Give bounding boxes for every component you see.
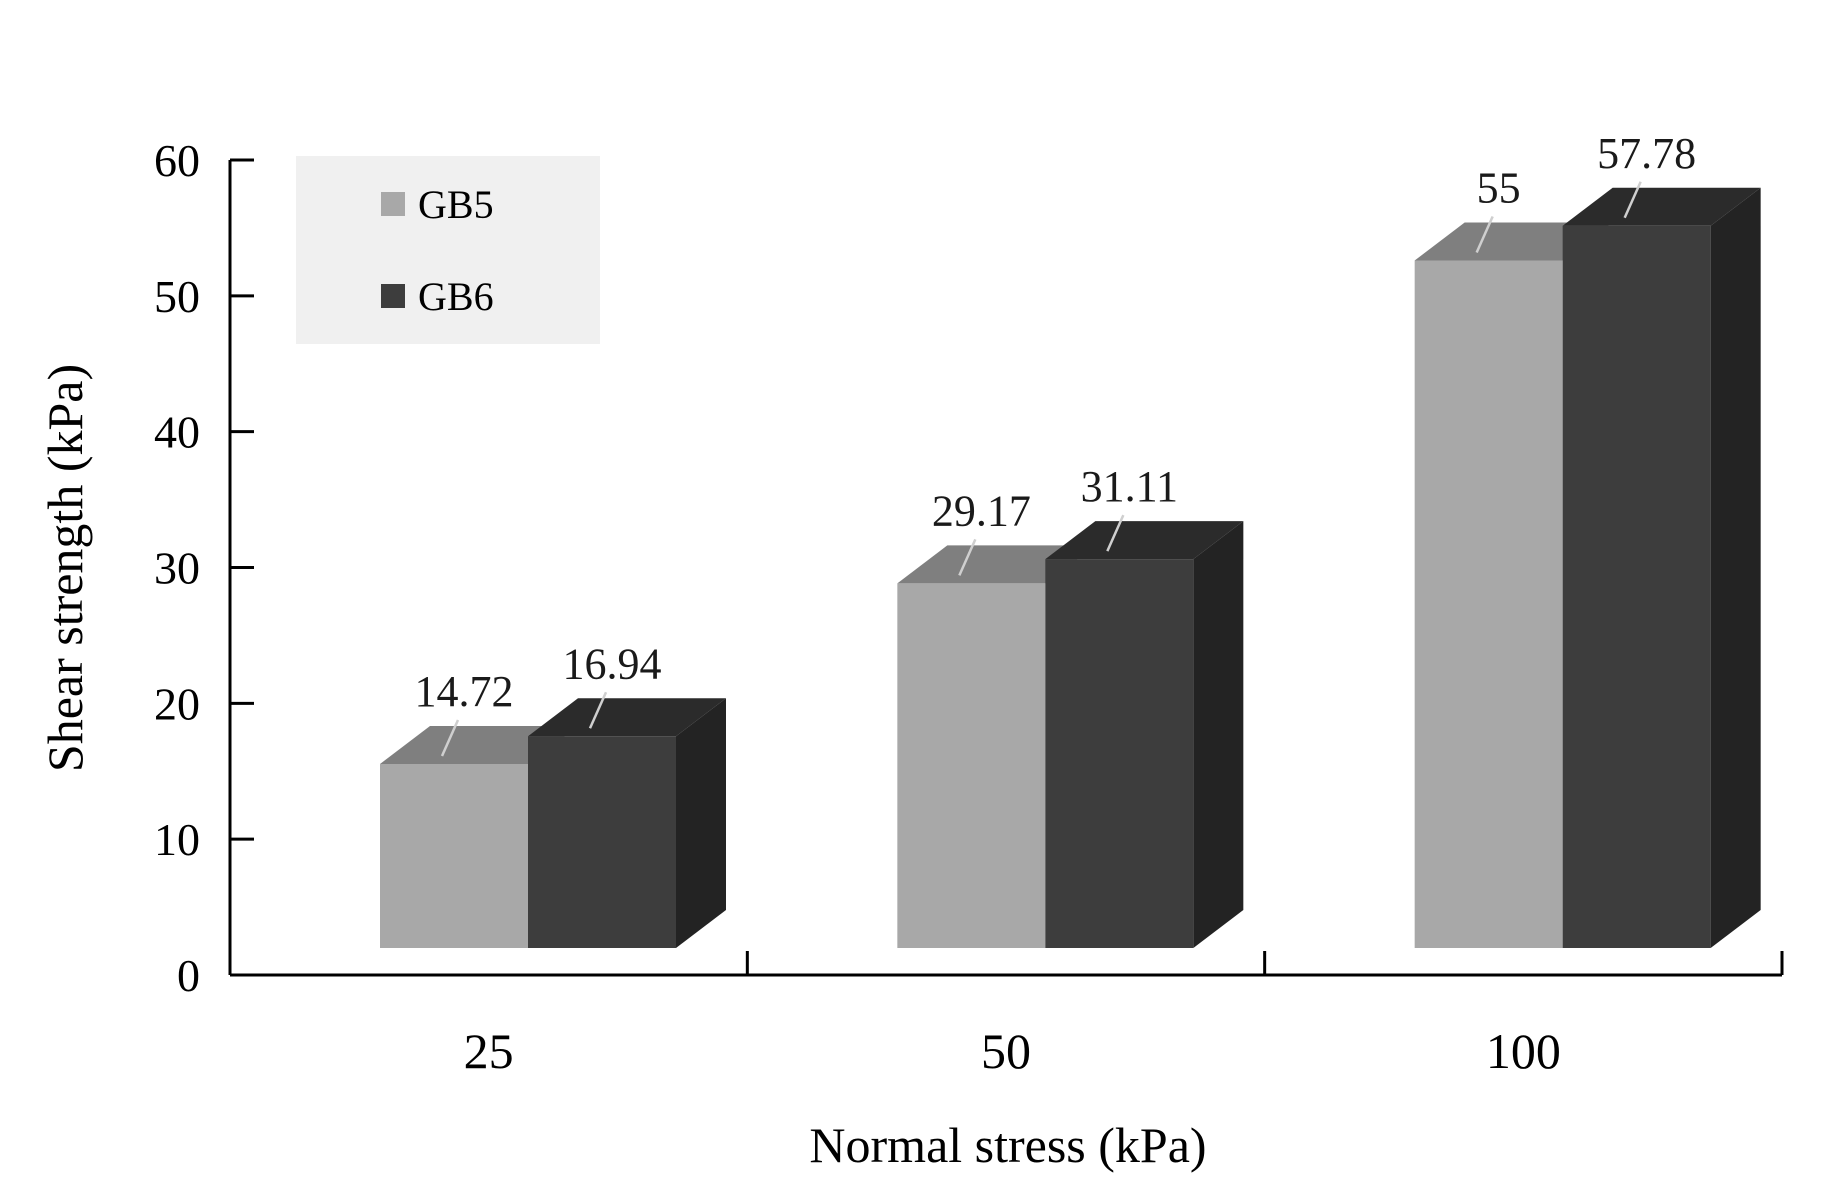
leader-line-gb6-25: [588, 691, 608, 729]
data-label-gb5-50: 29.17: [932, 486, 1031, 535]
leader-line-gb6-100: [1623, 181, 1642, 219]
bar-side-gb6-25: [676, 698, 726, 948]
leader-line-gb6-50: [1106, 514, 1125, 552]
data-label-gb6-100: 57.78: [1597, 129, 1696, 178]
leader-line-gb5-25: [440, 719, 460, 757]
legend-label-gb5: GB5: [418, 182, 494, 227]
legend-label-gb6: GB6: [418, 274, 494, 319]
bar-top-gb6-50: [1045, 521, 1244, 560]
y-ticks: 0 10 20 30 40 50 60: [154, 135, 254, 1001]
bar-gb6-50: [1045, 559, 1194, 948]
bar-gb6-100: [1562, 225, 1711, 948]
leader-line-gb5-50: [958, 538, 977, 576]
data-label-gb5-100: 55: [1477, 164, 1521, 213]
y-tick-label-30: 30: [154, 543, 200, 594]
data-label-gb5-25: 14.72: [415, 667, 514, 716]
legend-swatch-gb5: [381, 192, 405, 216]
axes: 0 10 20 30 40 50 60 25 50 100: [154, 135, 1784, 1079]
x-tick-label-25: 25: [464, 1023, 514, 1079]
bar-side-gb6-50: [1193, 521, 1244, 948]
legend-swatch-gb6: [381, 284, 405, 308]
y-tick-label-0: 0: [177, 950, 200, 1001]
legend-background: [296, 156, 600, 344]
bar-group: [380, 187, 1761, 948]
y-tick-label-10: 10: [154, 814, 200, 865]
bar-gb5-50: [897, 583, 1046, 948]
bar-top-gb6-100: [1562, 187, 1761, 226]
x-tick-label-50: 50: [981, 1023, 1031, 1079]
bar-gb5-100: [1414, 260, 1563, 948]
y-tick-label-40: 40: [154, 407, 200, 458]
data-label-gb6-50: 31.11: [1081, 462, 1178, 511]
bar-gb6-25: [528, 736, 676, 948]
legend: GB5 GB6: [296, 156, 600, 344]
x-tick-label-100: 100: [1486, 1023, 1561, 1079]
data-label-gb6-25: 16.94: [563, 639, 662, 688]
y-tick-label-20: 20: [154, 678, 200, 729]
data-label-group: 14.72 16.94 29.17 31.11 55 57.78: [415, 129, 1696, 757]
bar-gb5-25: [380, 764, 528, 948]
x-axis-title: Normal stress (kPa): [809, 1117, 1206, 1173]
y-tick-label-60: 60: [154, 135, 200, 186]
y-tick-label-50: 50: [154, 271, 200, 322]
y-axis-title: Shear strength (kPa): [37, 364, 93, 772]
bar-side-gb6-100: [1710, 187, 1761, 948]
x-ticks: 25 50 100: [464, 951, 1784, 1079]
bar-top-gb6-25: [528, 698, 726, 737]
leader-line-gb5-100: [1475, 215, 1494, 254]
